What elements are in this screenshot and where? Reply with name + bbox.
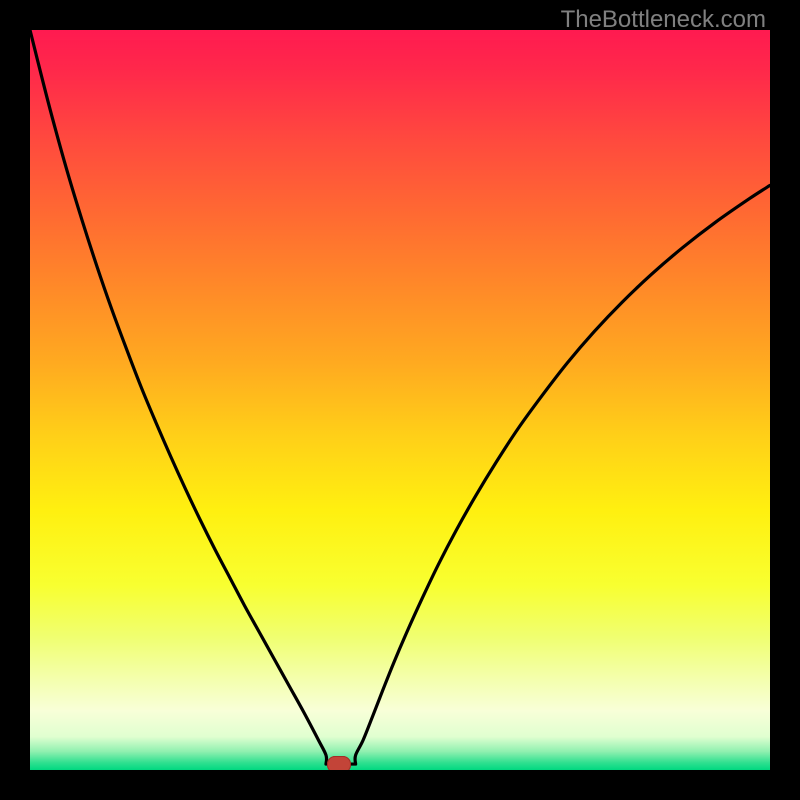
bottleneck-curve: [30, 30, 770, 770]
chart-plot-area: [30, 30, 770, 770]
watermark-text: TheBottleneck.com: [561, 6, 766, 34]
curve-path: [30, 30, 770, 764]
optimum-marker: [327, 756, 351, 770]
